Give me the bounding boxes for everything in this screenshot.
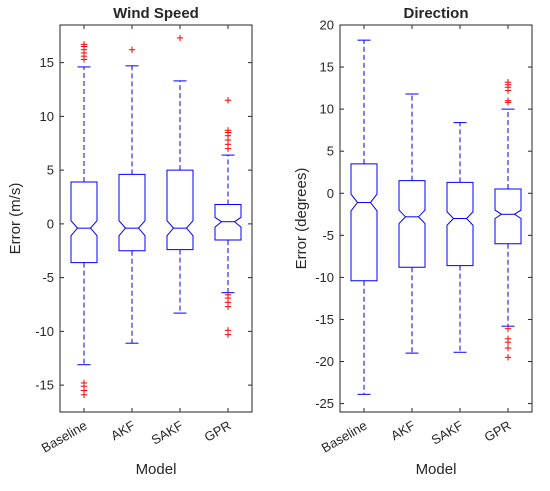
chart-panel-2: -25 -20 -15 -10 -5 0 5 10 15 20 Baseline AKF SAKF GPR… <box>293 5 533 478</box>
x-tick-label: AKF <box>388 418 417 444</box>
y-tick-label: -20 <box>315 354 334 369</box>
y-tick-label: 20 <box>320 18 334 33</box>
box-akf <box>118 46 146 344</box>
x-tick-label: SAKF <box>429 418 466 448</box>
outlier-point <box>80 41 88 48</box>
notched-box <box>494 188 522 245</box>
outlier-point <box>224 97 232 104</box>
x-tick-label: Baseline <box>319 418 370 456</box>
outlier-point <box>504 325 512 332</box>
notched-box <box>446 181 474 267</box>
notched-box <box>118 173 146 252</box>
chart-title: Wind Speed <box>113 5 199 22</box>
plot-area <box>339 24 533 413</box>
outlier-point <box>504 335 512 343</box>
y-tick-label: 0 <box>47 216 54 231</box>
box-gpr <box>214 97 242 338</box>
x-tick-label: GPR <box>202 418 234 445</box>
y-tick-label: 15 <box>320 60 334 75</box>
chart-panel-1: -15 -10 -5 0 5 10 15 Baseline AKF SAKF GPR Wind Spe… <box>7 5 253 478</box>
box-sakf <box>166 34 194 314</box>
outlier-point <box>504 344 512 352</box>
y-tick-label: -10 <box>315 270 334 285</box>
outlier-point <box>224 327 232 334</box>
outlier-point <box>504 97 512 104</box>
notched-box <box>214 204 242 241</box>
box-sakf <box>446 122 474 353</box>
outlier-point <box>80 379 88 387</box>
box-akf <box>398 93 426 354</box>
x-tick-label: AKF <box>108 418 137 444</box>
y-tick-label: -25 <box>315 396 334 411</box>
y-tick-label: -10 <box>35 324 54 339</box>
outlier-point <box>176 34 184 42</box>
y-tick-label: 10 <box>320 102 334 117</box>
outlier-point <box>504 79 512 86</box>
y-tick-label: 0 <box>327 186 334 201</box>
y-tick-label: 10 <box>40 109 54 124</box>
x-tick-label: Baseline <box>39 418 90 456</box>
y-tick-label: 5 <box>47 163 54 178</box>
y-tick-label: -5 <box>42 270 54 285</box>
y-tick-label: -15 <box>315 312 334 327</box>
y-tick-label: -15 <box>35 378 54 393</box>
notched-box <box>166 169 194 251</box>
outlier-point <box>224 291 232 299</box>
outlier-point <box>128 46 136 53</box>
chart-title: Direction <box>403 5 468 22</box>
y-axis-label: Error (m/s) <box>7 183 24 255</box>
x-tick-label: SAKF <box>149 418 186 448</box>
y-tick-label: 5 <box>327 144 334 159</box>
outlier-point <box>504 354 512 361</box>
box-baseline <box>70 41 98 398</box>
notched-box <box>398 180 426 268</box>
x-tick-label: GPR <box>482 418 514 445</box>
y-tick-label: -5 <box>322 228 334 243</box>
y-tick-label: 15 <box>40 55 54 70</box>
notched-box <box>70 181 98 264</box>
x-axis-label: Model <box>136 461 177 478</box>
box-gpr <box>494 79 522 361</box>
notched-box <box>350 163 378 282</box>
plot-area <box>59 24 253 413</box>
box-baseline <box>350 39 378 395</box>
outlier-point <box>224 127 232 134</box>
x-axis-label: Model <box>416 461 457 478</box>
y-axis-label: Error (degrees) <box>293 168 310 270</box>
